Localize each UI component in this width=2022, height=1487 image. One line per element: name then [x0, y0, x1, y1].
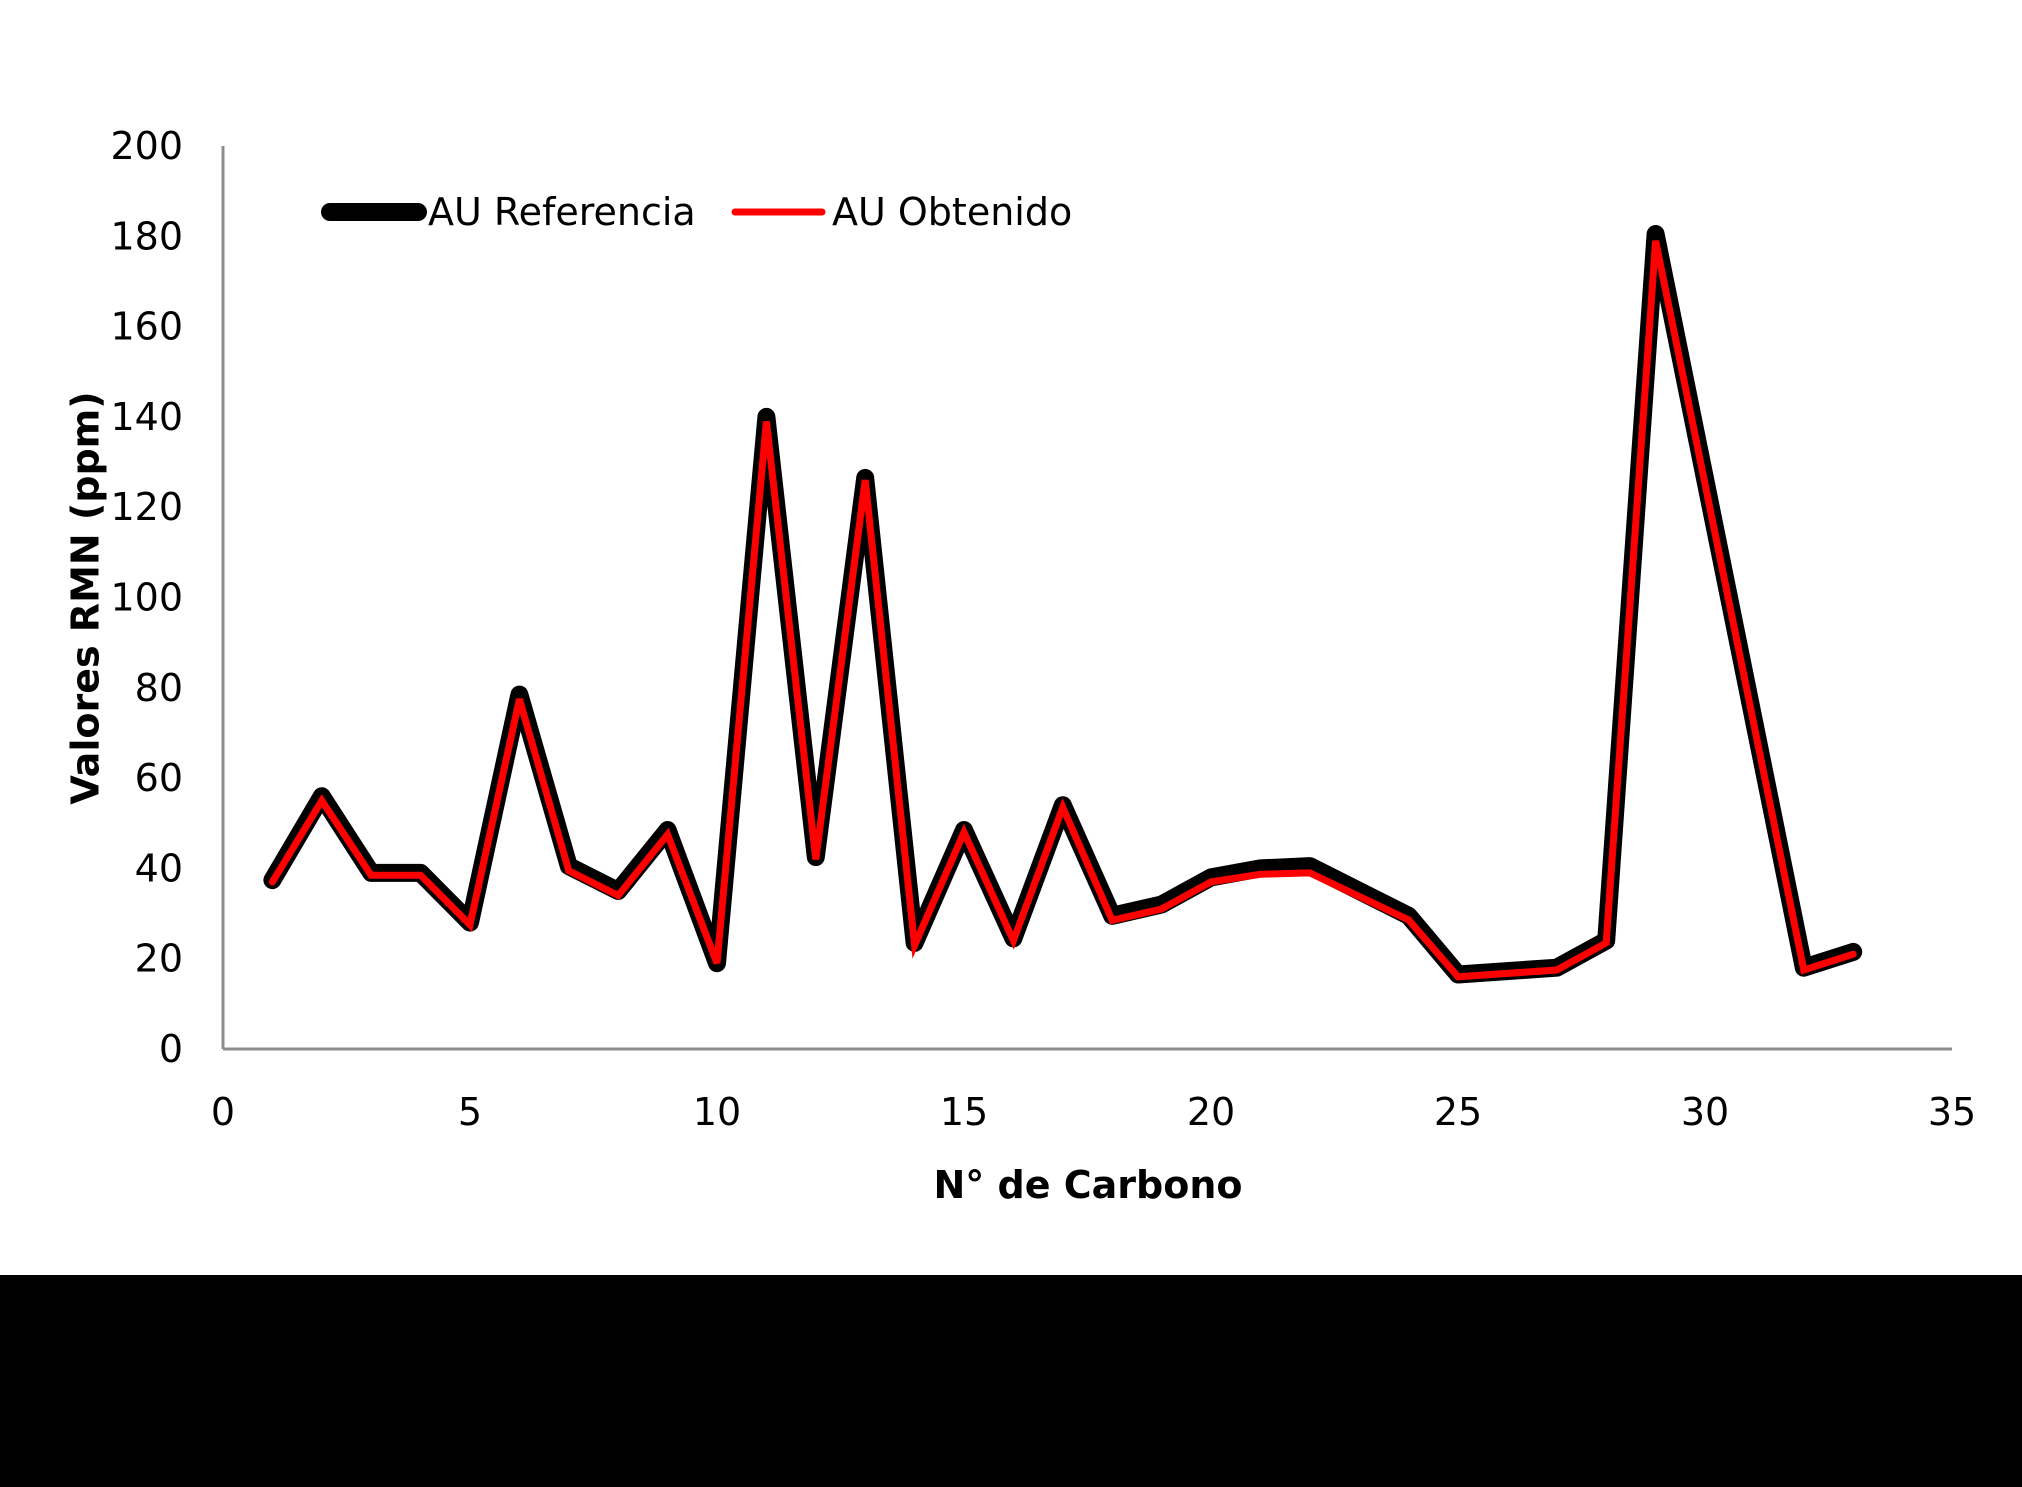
x-tick-label: 15: [940, 1090, 988, 1134]
line-chart: 0 20 40 60 80 100 120 140 160 180 200 0 5 10 15 20 25 30…: [63, 124, 1977, 1207]
x-tick-label: 20: [1187, 1090, 1235, 1134]
y-axis-title: Valores RMN (ppm): [64, 391, 108, 804]
y-tick-label: 120: [110, 485, 183, 529]
legend: AU Referencia AU Obtenido: [321, 190, 1072, 234]
y-axis-tick-labels: 0 20 40 60 80 100 120 140 160 180 200: [110, 124, 183, 1071]
legend-item-au-referencia: AU Referencia: [321, 190, 696, 234]
x-tick-label: 5: [458, 1090, 482, 1134]
x-axis-tick-labels: 0 5 10 15 20 25 30 35: [211, 1090, 1976, 1134]
x-axis-title: N° de Carbono: [934, 1163, 1243, 1207]
x-tick-label: 30: [1681, 1090, 1729, 1134]
series-au-referencia-line: [263, 225, 1863, 984]
y-tick-label: 60: [135, 756, 183, 800]
x-tick-label: 25: [1434, 1090, 1482, 1134]
x-tick-label: 35: [1928, 1090, 1976, 1134]
y-tick-label: 80: [135, 666, 183, 710]
x-tick-label: 10: [693, 1090, 741, 1134]
black-footer-band: [0, 1275, 2022, 1487]
y-tick-label: 140: [110, 395, 183, 439]
legend-label-au-obtenido: AU Obtenido: [832, 190, 1072, 234]
x-tick-label: 0: [211, 1090, 235, 1134]
series-lines: [263, 225, 1863, 984]
y-tick-label: 180: [110, 214, 183, 258]
y-tick-label: 100: [110, 576, 183, 620]
legend-label-au-referencia: AU Referencia: [428, 190, 696, 234]
y-tick-label: 160: [110, 305, 183, 349]
y-tick-label: 20: [135, 937, 183, 981]
chart-canvas: 0 20 40 60 80 100 120 140 160 180 200 0 5 10 15 20 25 30…: [64, 124, 1977, 1207]
series-au-obtenido-line: [268, 240, 1857, 981]
y-tick-label: 200: [110, 124, 183, 168]
y-tick-label: 0: [159, 1027, 183, 1071]
y-tick-label: 40: [135, 846, 183, 890]
legend-item-au-obtenido: AU Obtenido: [731, 190, 1072, 234]
